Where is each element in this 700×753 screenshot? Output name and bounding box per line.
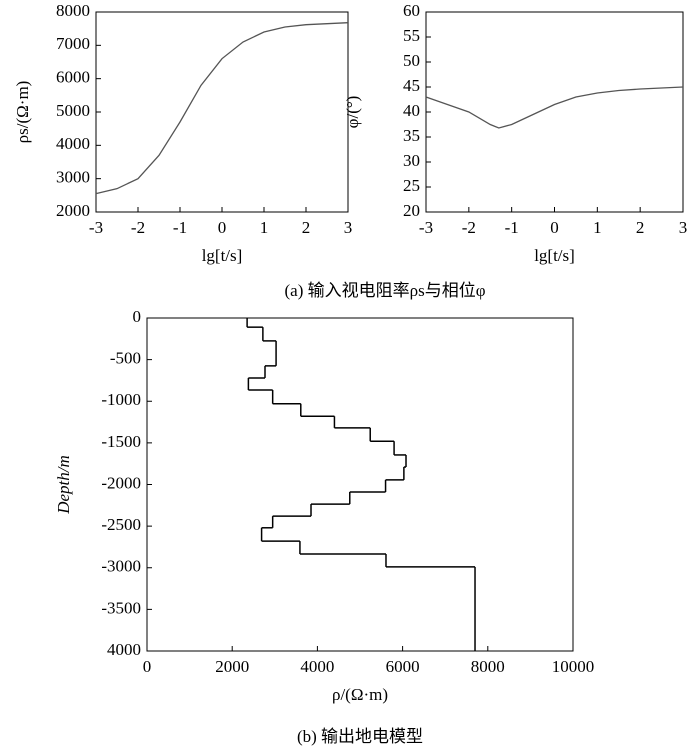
y-tick-label: 3000 [56, 168, 90, 187]
x-tick-label: 1 [593, 218, 602, 237]
x-tick-label: 2 [302, 218, 311, 237]
y-tick-label: -500 [110, 349, 141, 368]
y-axis-label: Depth/m [54, 455, 73, 515]
y-tick-label: 0 [133, 307, 142, 326]
data-line [425, 86, 684, 129]
y-tick-label: 8000 [56, 1, 90, 20]
x-tick-label: -3 [89, 218, 103, 237]
plot-frame [146, 317, 574, 652]
plot-frame [425, 11, 684, 213]
x-tick-label: -2 [462, 218, 476, 237]
x-axis-label: lg[t/s] [202, 246, 243, 265]
x-tick-label: 3 [679, 218, 688, 237]
y-tick-label: 45 [403, 76, 420, 95]
caption: (b) 输出地电模型 [297, 727, 423, 746]
x-tick-label: 2 [636, 218, 645, 237]
y-tick-label: 6000 [56, 68, 90, 87]
x-tick-label: 4000 [300, 657, 334, 676]
x-axis-label: ρ/(Ω·m) [332, 685, 388, 704]
x-tick-label: 0 [143, 657, 152, 676]
x-tick-label: 2000 [215, 657, 249, 676]
x-tick-label: 6000 [386, 657, 420, 676]
x-tick-label: 1 [260, 218, 269, 237]
y-tick-label: 60 [403, 1, 420, 20]
x-tick-label: -1 [505, 218, 519, 237]
x-tick-label: 8000 [471, 657, 505, 676]
x-tick-label: 0 [218, 218, 227, 237]
x-tick-label: 10000 [552, 657, 595, 676]
y-tick-label: 30 [403, 151, 420, 170]
x-tick-label: 0 [550, 218, 559, 237]
y-tick-label: 25 [403, 176, 420, 195]
y-tick-label: 35 [403, 126, 420, 145]
y-tick-label: 50 [403, 51, 420, 70]
y-tick-label: 5000 [56, 101, 90, 120]
x-tick-label: -2 [131, 218, 145, 237]
y-tick-label: 20 [403, 201, 420, 220]
y-tick-label: 55 [403, 26, 420, 45]
x-axis-label: lg[t/s] [534, 246, 575, 265]
y-tick-label: -1000 [101, 390, 141, 409]
x-tick-label: 3 [344, 218, 353, 237]
x-tick-label: -3 [419, 218, 433, 237]
y-axis-label: ρs/(Ω·m) [13, 81, 32, 144]
y-axis-label: φ/(°) [343, 96, 362, 129]
y-tick-label: 2000 [56, 201, 90, 220]
data-line [95, 22, 349, 195]
y-tick-label: -3500 [101, 598, 141, 617]
y-tick-label: 7000 [56, 34, 90, 53]
x-tick-label: -1 [173, 218, 187, 237]
plot-frame [95, 11, 349, 213]
caption: (a) 输入视电阻率ρs与相位φ [284, 281, 485, 300]
y-tick-label: -2500 [101, 515, 141, 534]
y-tick-label: 4000 [56, 134, 90, 153]
y-tick-label: 4000 [107, 640, 141, 659]
y-tick-label: -3000 [101, 557, 141, 576]
y-tick-label: -2000 [101, 473, 141, 492]
y-tick-label: 40 [403, 101, 420, 120]
y-tick-label: -1500 [101, 432, 141, 451]
